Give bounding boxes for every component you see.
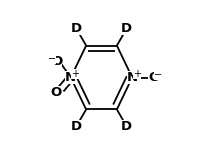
Text: D: D (71, 22, 82, 35)
Text: +: + (132, 69, 140, 79)
Text: O: O (50, 86, 62, 99)
Text: O: O (147, 71, 159, 84)
Text: −: − (154, 70, 162, 80)
Text: D: D (120, 22, 131, 35)
Text: N: N (65, 71, 76, 84)
Text: N: N (126, 71, 137, 84)
Text: O: O (51, 55, 62, 68)
Text: D: D (71, 120, 82, 133)
Text: −: − (48, 54, 56, 64)
Text: D: D (120, 120, 131, 133)
Text: +: + (71, 69, 79, 79)
